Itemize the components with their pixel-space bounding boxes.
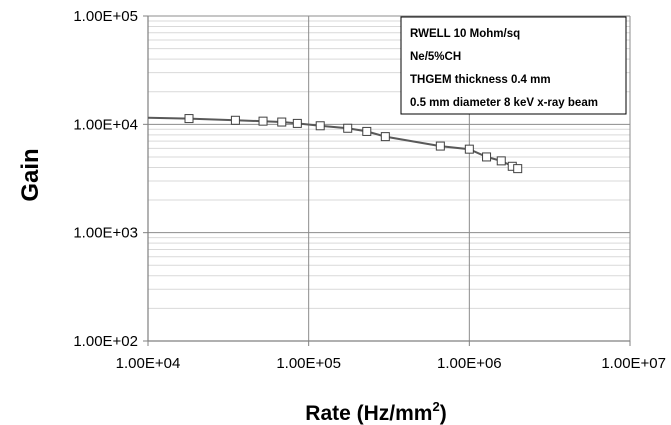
legend-frame bbox=[400, 16, 627, 115]
legend-line-2: Ne/5%CH bbox=[410, 51, 461, 63]
x-tick-label: 1.00E+04 bbox=[116, 355, 181, 372]
y-tick-label: 1.00E+04 bbox=[73, 116, 138, 133]
data-point-marker bbox=[230, 115, 240, 125]
data-point-marker bbox=[482, 152, 492, 162]
data-point-marker bbox=[292, 118, 302, 128]
legend-box: RWELL 10 Mohm/sq Ne/5%CH THGEM thickness… bbox=[400, 16, 627, 115]
data-point-marker bbox=[258, 116, 268, 126]
y-axis-title: Gain bbox=[17, 148, 44, 201]
data-point-marker bbox=[435, 141, 445, 151]
x-axis-title-superscript: 2 bbox=[432, 399, 439, 414]
data-point-marker bbox=[513, 164, 523, 174]
tick-labels: 1.00E+02 1.00E+03 1.00E+04 1.00E+05 1.00E+04… bbox=[73, 8, 666, 372]
series-layer bbox=[147, 114, 523, 174]
data-point-marker bbox=[362, 126, 372, 136]
x-axis-title-main: Rate (Hz/mm bbox=[305, 402, 432, 425]
data-point-marker bbox=[343, 123, 353, 133]
legend-line-4: 0.5 mm diameter 8 keV x-ray beam bbox=[410, 97, 598, 109]
data-point-marker bbox=[277, 117, 287, 127]
data-point-marker bbox=[315, 121, 325, 131]
data-point-marker bbox=[184, 114, 194, 124]
series-line bbox=[147, 116, 519, 170]
data-point-marker bbox=[496, 156, 506, 166]
data-point-marker bbox=[464, 144, 474, 154]
x-axis-title: Rate (Hz/mm2) bbox=[305, 399, 446, 425]
y-tick-label: 1.00E+05 bbox=[73, 8, 138, 25]
axes bbox=[143, 15, 631, 346]
x-tick-label: 1.00E+06 bbox=[437, 355, 502, 372]
data-point-marker bbox=[380, 132, 390, 142]
x-tick-label: 1.00E+05 bbox=[276, 355, 341, 372]
legend-line-1: RWELL 10 Mohm/sq bbox=[410, 28, 520, 40]
x-axis-title-close: ) bbox=[440, 402, 447, 425]
y-tick-label: 1.00E+03 bbox=[73, 225, 138, 242]
legend-line-3: THGEM thickness 0.4 mm bbox=[410, 74, 551, 86]
x-tick-label: 1.00E+07 bbox=[601, 355, 666, 372]
y-tick-label: 1.00E+02 bbox=[73, 333, 138, 350]
